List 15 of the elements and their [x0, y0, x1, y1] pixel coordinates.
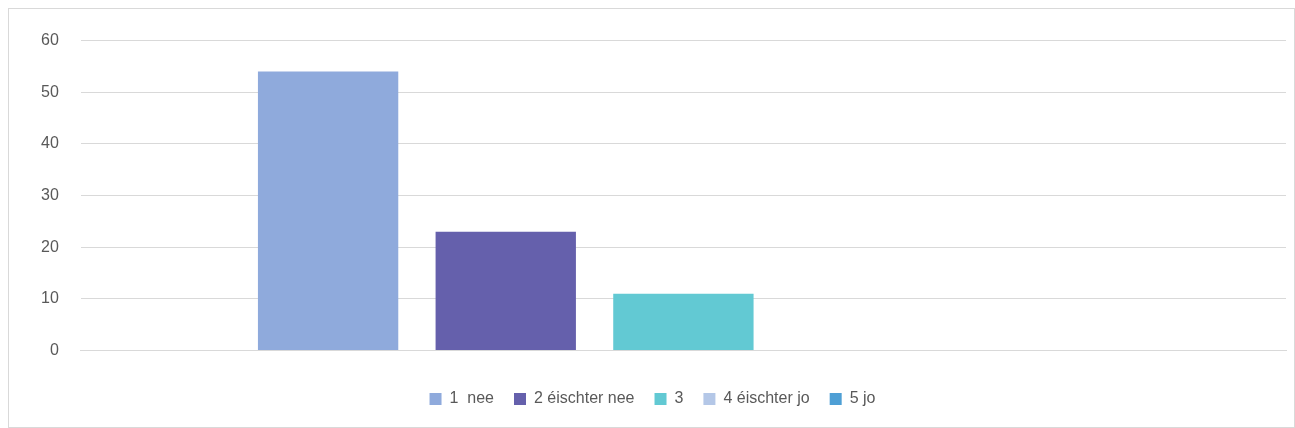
legend-label: 3: [674, 389, 684, 407]
y-tick-label: 60: [41, 31, 59, 49]
y-tick-label: 40: [41, 134, 59, 152]
legend-label: 4 éischter jo: [723, 389, 810, 407]
bar: [257, 71, 399, 351]
legend-label: 1 nee: [449, 389, 495, 407]
y-tick-label: 30: [41, 186, 59, 204]
y-tick-label: 50: [41, 82, 59, 100]
legend-label: 2 éischter nee: [534, 389, 635, 407]
bar: [435, 231, 576, 351]
legend-label: 5 jo: [849, 389, 876, 407]
y-tick-label: 10: [41, 289, 59, 307]
y-tick-label: 20: [41, 237, 59, 255]
bar: [613, 293, 754, 351]
y-tick-label: 0: [49, 341, 59, 359]
